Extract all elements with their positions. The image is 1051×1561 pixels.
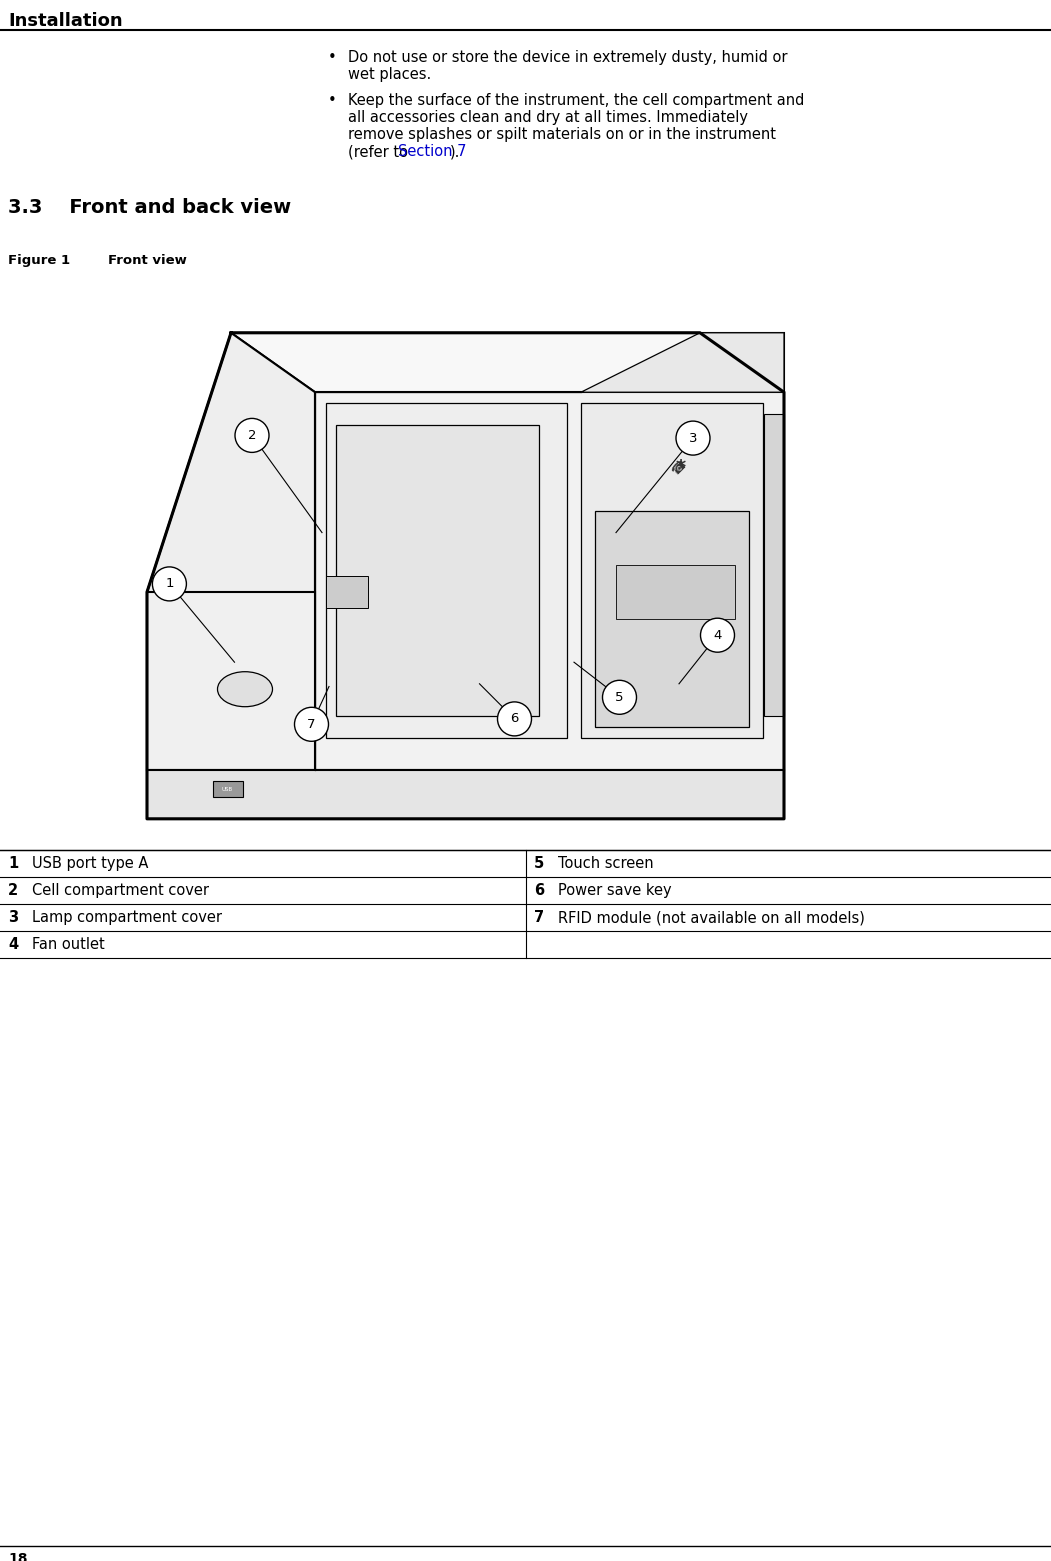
Text: Do not use or store the device in extremely dusty, humid or: Do not use or store the device in extrem… [348, 50, 787, 66]
Polygon shape [326, 576, 368, 609]
Circle shape [152, 567, 186, 601]
Text: 1: 1 [165, 578, 173, 590]
Polygon shape [147, 770, 784, 820]
Text: Keep the surface of the instrument, the cell compartment and: Keep the surface of the instrument, the … [348, 94, 804, 108]
Text: Front view: Front view [108, 254, 187, 267]
Circle shape [345, 582, 363, 601]
Text: USB port type A: USB port type A [32, 855, 148, 871]
Text: 5: 5 [534, 855, 544, 871]
Text: •: • [328, 94, 336, 108]
Circle shape [294, 707, 329, 741]
Circle shape [497, 702, 532, 735]
Polygon shape [581, 332, 784, 392]
FancyBboxPatch shape [212, 780, 243, 798]
Text: 7: 7 [307, 718, 315, 731]
Polygon shape [616, 565, 735, 620]
Text: 6: 6 [511, 712, 519, 726]
Polygon shape [326, 403, 566, 738]
Text: 6: 6 [534, 884, 544, 898]
Polygon shape [147, 592, 315, 770]
Text: ☎: ☎ [668, 457, 689, 478]
Text: Lamp compartment cover: Lamp compartment cover [32, 910, 222, 926]
Text: 4: 4 [714, 629, 722, 642]
Text: 1: 1 [8, 855, 18, 871]
Circle shape [676, 421, 710, 456]
Text: 7: 7 [534, 910, 544, 926]
Polygon shape [147, 332, 315, 770]
Ellipse shape [218, 671, 272, 707]
Text: Power save key: Power save key [558, 884, 672, 898]
Circle shape [602, 681, 637, 715]
Text: Touch screen: Touch screen [558, 855, 654, 871]
Text: 18: 18 [8, 1552, 27, 1561]
Text: 3: 3 [8, 910, 18, 926]
Polygon shape [336, 425, 539, 716]
Text: RFID module (not available on all models): RFID module (not available on all models… [558, 910, 865, 926]
Text: Cell compartment cover: Cell compartment cover [32, 884, 209, 898]
Circle shape [235, 418, 269, 453]
Polygon shape [764, 414, 784, 716]
Text: wet places.: wet places. [348, 67, 431, 83]
Text: all accessories clean and dry at all times. Immediately: all accessories clean and dry at all tim… [348, 109, 748, 125]
Circle shape [701, 618, 735, 652]
Text: Fan outlet: Fan outlet [32, 937, 105, 952]
Text: remove splashes or spilt materials on or in the instrument: remove splashes or spilt materials on or… [348, 126, 776, 142]
Polygon shape [315, 392, 784, 770]
Polygon shape [700, 332, 784, 392]
Text: 4: 4 [8, 937, 18, 952]
Text: 2: 2 [248, 429, 256, 442]
Text: 5: 5 [615, 692, 623, 704]
Text: ).: ). [450, 144, 460, 159]
Polygon shape [595, 510, 749, 727]
Text: 2: 2 [8, 884, 18, 898]
Text: 3: 3 [688, 431, 697, 445]
Text: Installation: Installation [8, 12, 123, 30]
Polygon shape [581, 403, 763, 738]
Text: 3.3    Front and back view: 3.3 Front and back view [8, 198, 291, 217]
Text: •: • [328, 50, 336, 66]
Text: Figure 1: Figure 1 [8, 254, 70, 267]
Text: Section 7: Section 7 [398, 144, 467, 159]
Polygon shape [231, 332, 784, 392]
Text: *: * [676, 459, 686, 478]
Text: (refer to: (refer to [348, 144, 413, 159]
Text: USB: USB [222, 787, 233, 791]
